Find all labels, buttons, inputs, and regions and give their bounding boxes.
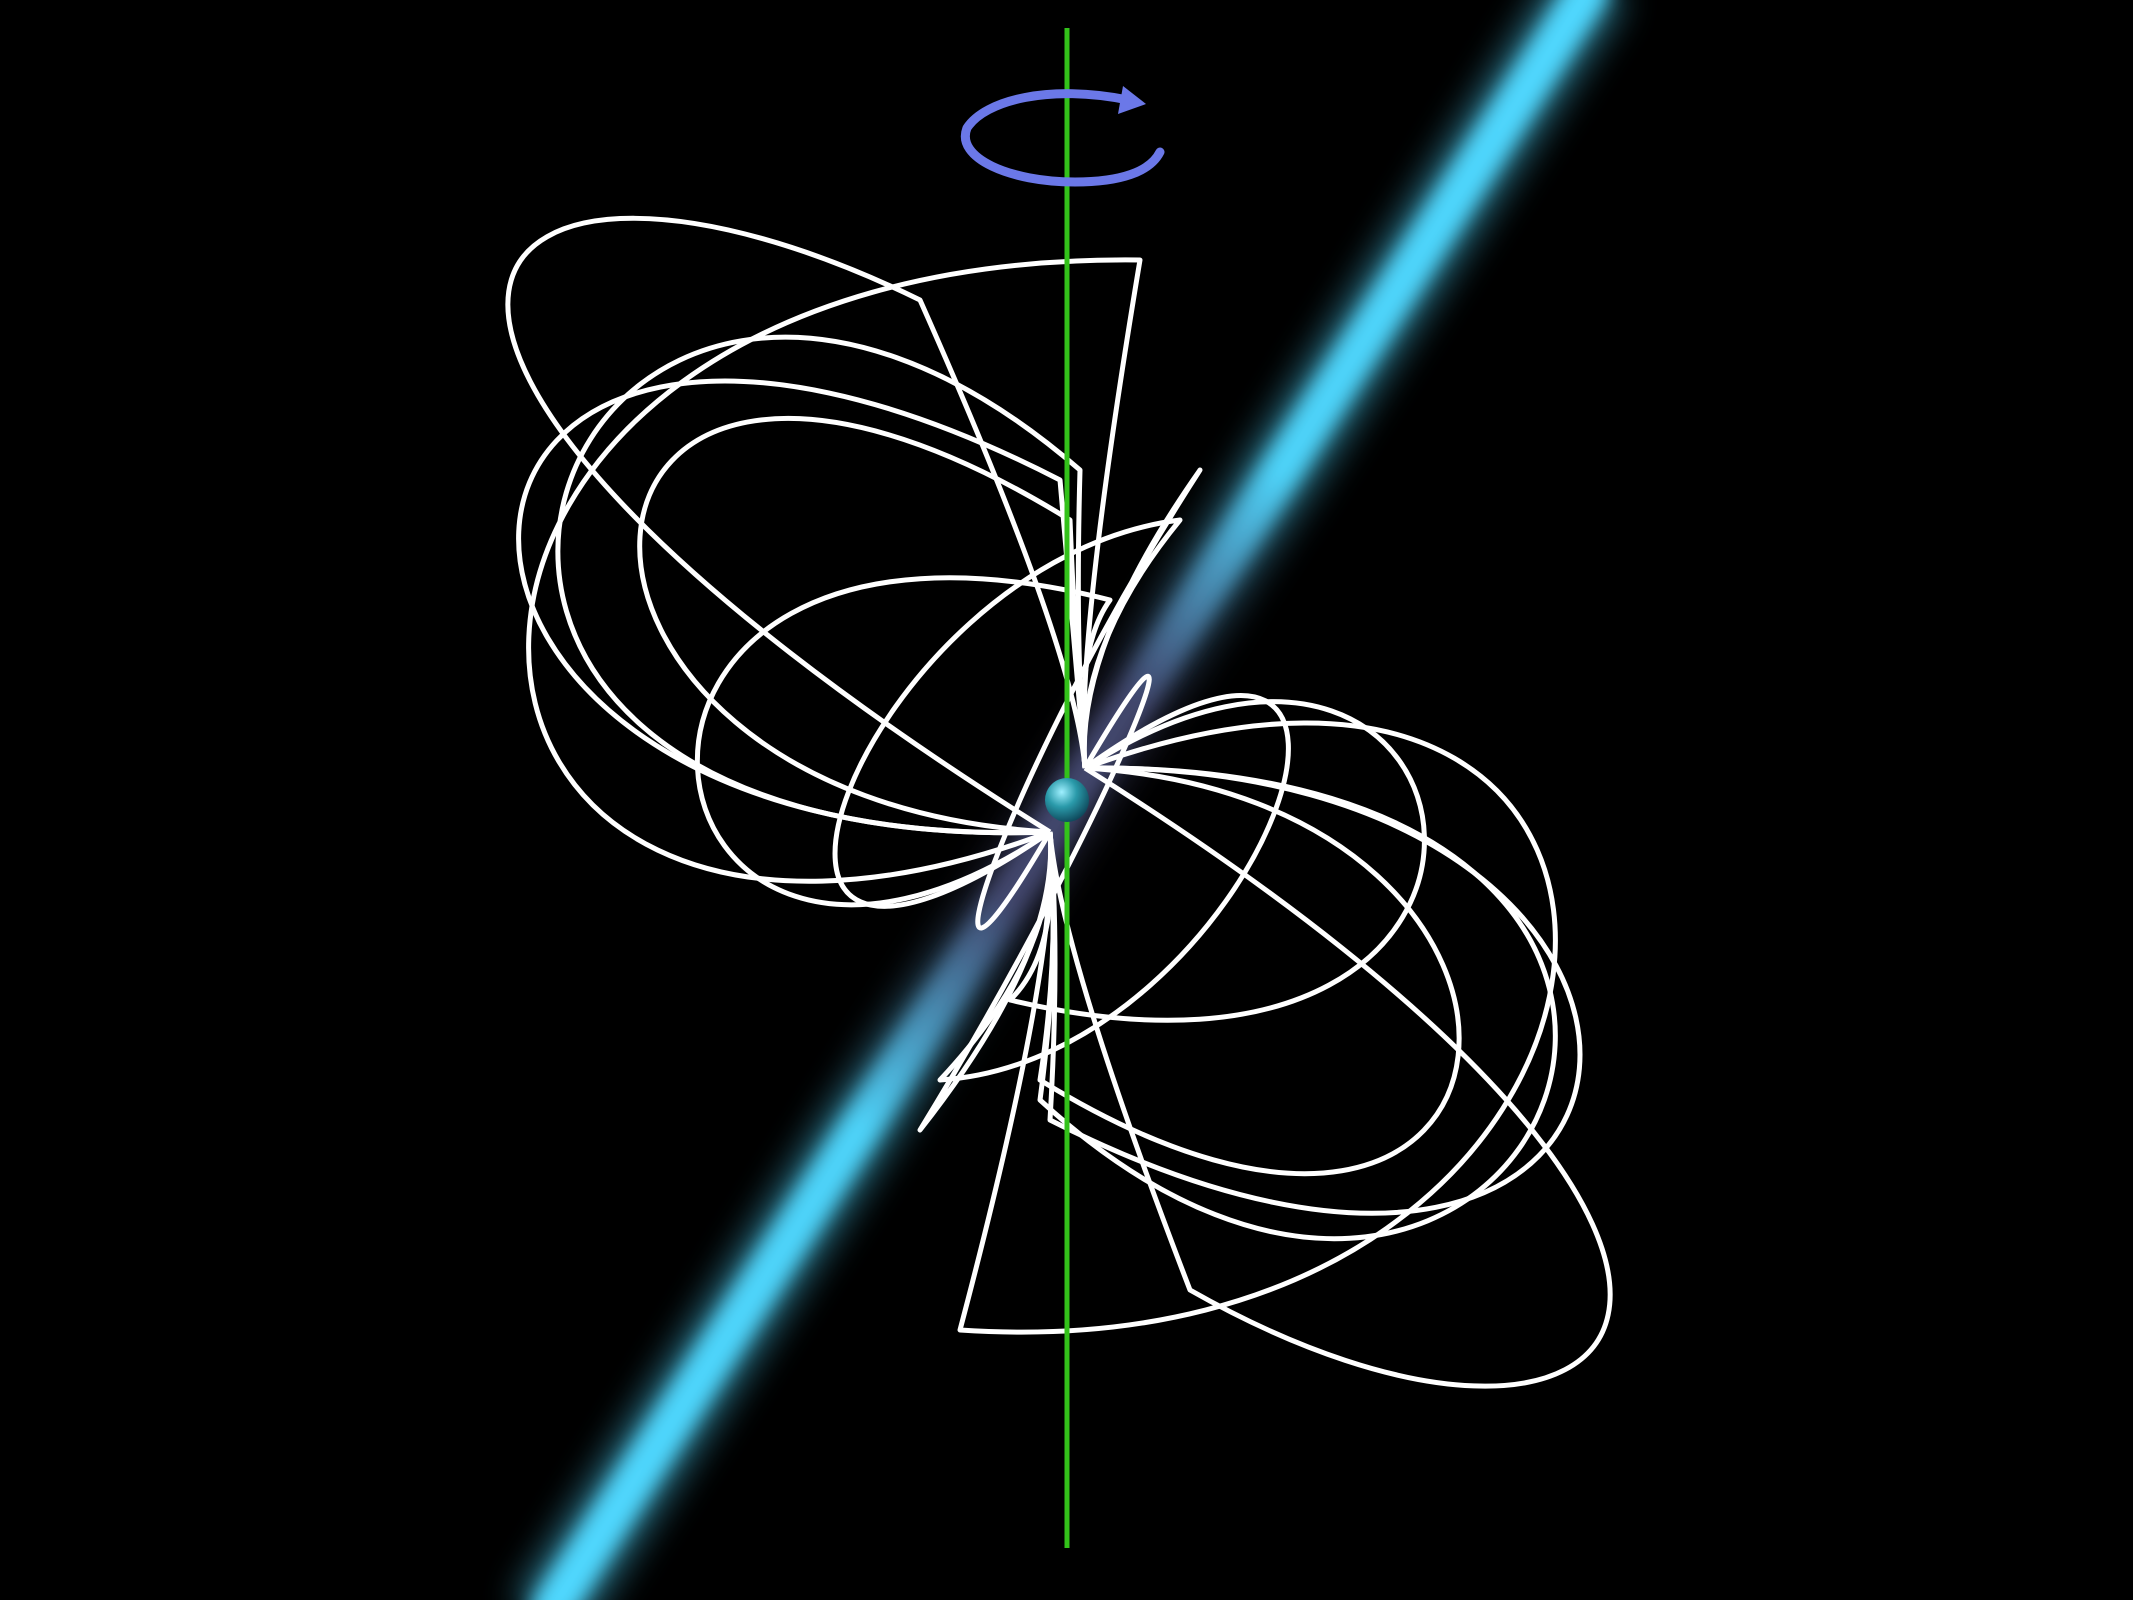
field-line-upper-left-2 [555, 334, 1088, 836]
field-line-lower-right-1 [1047, 765, 1613, 1389]
field-line-upper-left-3 [516, 378, 1088, 836]
field-line-upper-left-5 [526, 257, 1143, 884]
field-line-upper-left-8 [975, 467, 1203, 931]
field-line-lower-right-6 [1007, 699, 1427, 1023]
rotation-arrow-head-icon [1118, 86, 1146, 114]
field-line-upper-left-1 [505, 215, 1088, 835]
field-line-upper-left-6 [694, 575, 1113, 908]
field-line-lower-right-2 [1037, 765, 1558, 1242]
field-line-lower-right-3 [1047, 765, 1583, 1216]
neutron-star [1045, 778, 1089, 822]
field-line-lower-right-5 [957, 720, 1558, 1335]
field-line-upper-left-4 [637, 415, 1088, 835]
rotation-arrow-icon [960, 89, 1165, 187]
field-line-lower-right-8 [917, 673, 1152, 1133]
field-line-lower-right-4 [1037, 765, 1462, 1177]
rotation-arrow [960, 86, 1165, 187]
magnetic-field-lines [505, 215, 1613, 1389]
